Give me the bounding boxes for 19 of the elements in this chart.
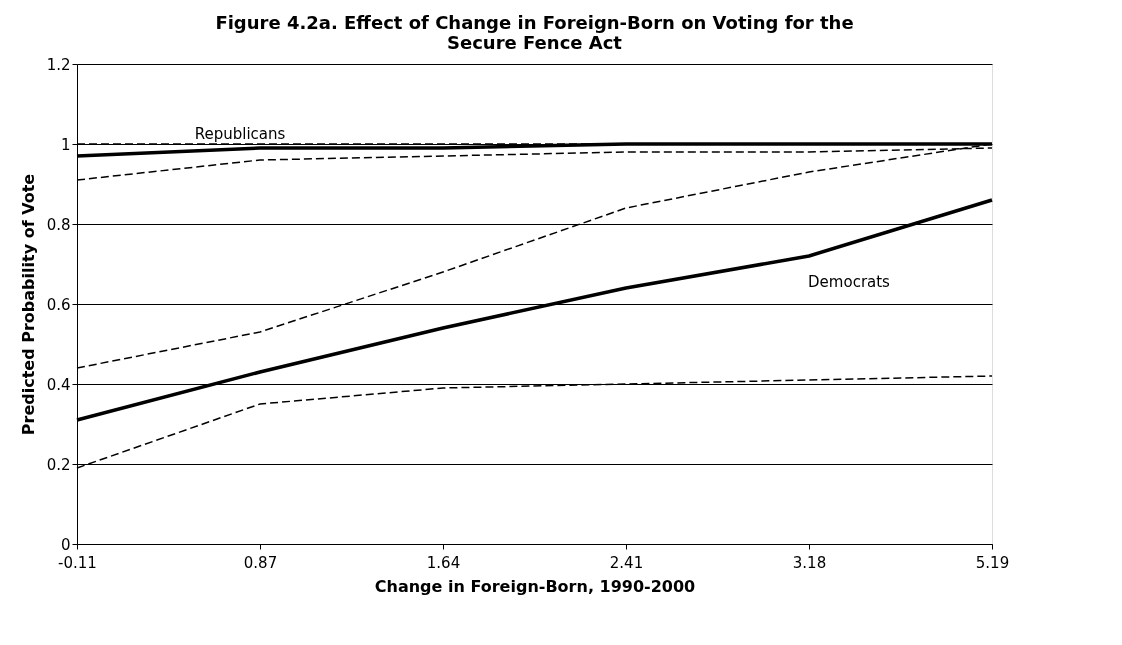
y-axis-title: Predicted Probability of Vote: [18, 173, 38, 436]
x-tick-label: 2.41: [609, 553, 644, 572]
x-tick-label: 3.18: [792, 553, 827, 572]
x-tick-label: 0.87: [243, 553, 278, 572]
text: Figure 4.2a. Effect of Change in Foreign-Born on Voting for the: [215, 12, 854, 33]
series-label: Democrats: [808, 273, 891, 291]
x-axis-title: Change in Foreign-Born, 1990-2000: [374, 576, 696, 596]
x-tick-label: 1.64: [426, 553, 461, 572]
y-tick-label: 0.4: [46, 375, 71, 394]
y-tick-label: 0: [60, 535, 71, 554]
y-tick-label: 1: [60, 135, 71, 154]
y-tick-label: 0.8: [46, 215, 71, 234]
y-tick-label: 0.2: [46, 455, 71, 474]
text: Secure Fence Act: [447, 32, 622, 53]
y-tick-label: 0.6: [46, 295, 71, 314]
series-label: Republicans: [194, 125, 286, 143]
x-tick-label: 5.19: [975, 553, 1010, 572]
x-tick-label: -0.11: [58, 553, 97, 572]
y-tick-label: 1.2: [46, 55, 71, 74]
